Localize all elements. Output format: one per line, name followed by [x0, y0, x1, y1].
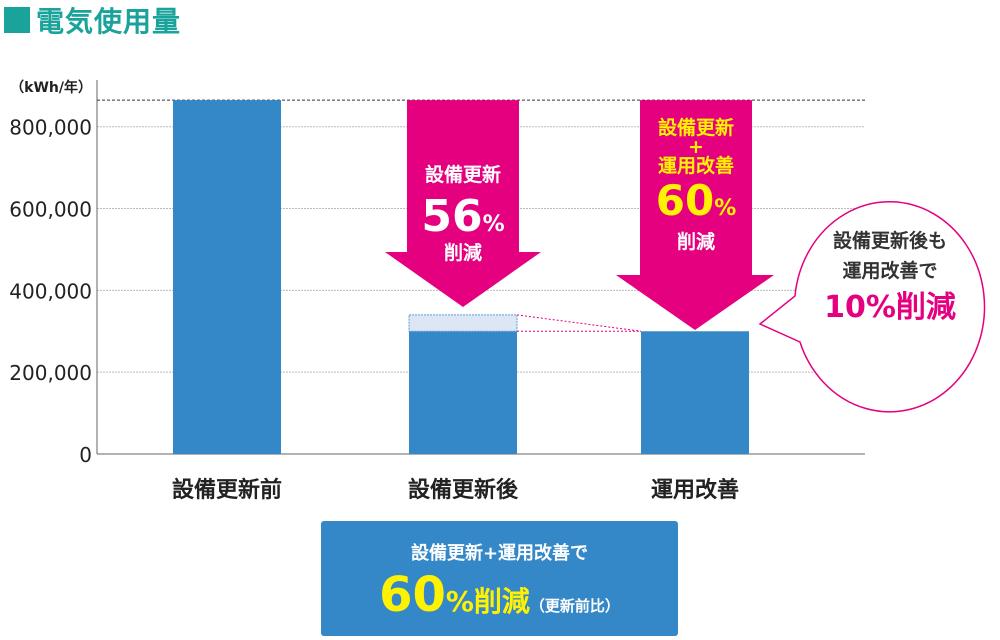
x-tick-label: 設備更新前: [172, 477, 282, 503]
arrow2-text: 設備更新 + 運用改善 60% 削減: [640, 116, 752, 253]
bar-3: [641, 331, 749, 454]
bar-1: [173, 100, 281, 454]
title-text: 電気使用量: [36, 5, 182, 38]
title-square-icon: [4, 7, 30, 33]
summary-pct: 60: [379, 567, 446, 623]
down-arrow-2: [616, 100, 774, 330]
summary-pct-unit: %削減: [445, 585, 530, 618]
x-tick-label: 運用改善: [651, 477, 739, 503]
arrow1-label: 設備更新: [424, 164, 501, 186]
bubble-big: 10%削減: [824, 290, 956, 325]
bubble-line1: 設備更新後も: [832, 230, 947, 252]
y-axis-label: （kWh/年）: [10, 79, 92, 96]
bar-2: [409, 331, 517, 454]
y-tick-label: 600,000: [9, 198, 92, 222]
arrow2-label1: 設備更新: [657, 117, 734, 139]
arrow1-text: 設備更新 56% 削減: [407, 160, 519, 265]
arrow2-pct-unit: %: [714, 196, 737, 221]
connector-line-top: [516, 314, 642, 332]
summary-sub: （更新前比）: [529, 597, 620, 615]
callout-bubble: [758, 201, 986, 413]
arrow2-suffix: 削減: [676, 231, 715, 253]
down-arrow-1: [385, 100, 541, 307]
x-tick-label: 設備更新後: [408, 477, 519, 503]
arrow2-plus: +: [688, 136, 704, 158]
arrow1-pct: 56: [421, 191, 483, 242]
y-tick-label: 400,000: [9, 279, 92, 303]
arrow2-pct: 60: [655, 176, 715, 225]
arrow1-pct-unit: %: [482, 212, 505, 237]
y-tick-label: 0: [79, 443, 92, 467]
callout-bubble-text: 設備更新後も 運用改善で 10%削減: [800, 226, 980, 330]
arrow1-suffix: 削減: [443, 242, 482, 264]
summary-box: 設備更新+運用改善で 60%削減（更新前比）: [321, 521, 678, 636]
y-tick-label: 800,000: [9, 116, 92, 140]
arrow2-label2: 運用改善: [657, 155, 734, 177]
summary-line1: 設備更新+運用改善で: [410, 543, 589, 564]
chart-title: 電気使用量: [4, 2, 181, 38]
y-tick-label: 200,000: [9, 361, 92, 385]
bar-highlight-segment: [408, 314, 518, 332]
bubble-line2: 運用改善で: [842, 260, 938, 282]
